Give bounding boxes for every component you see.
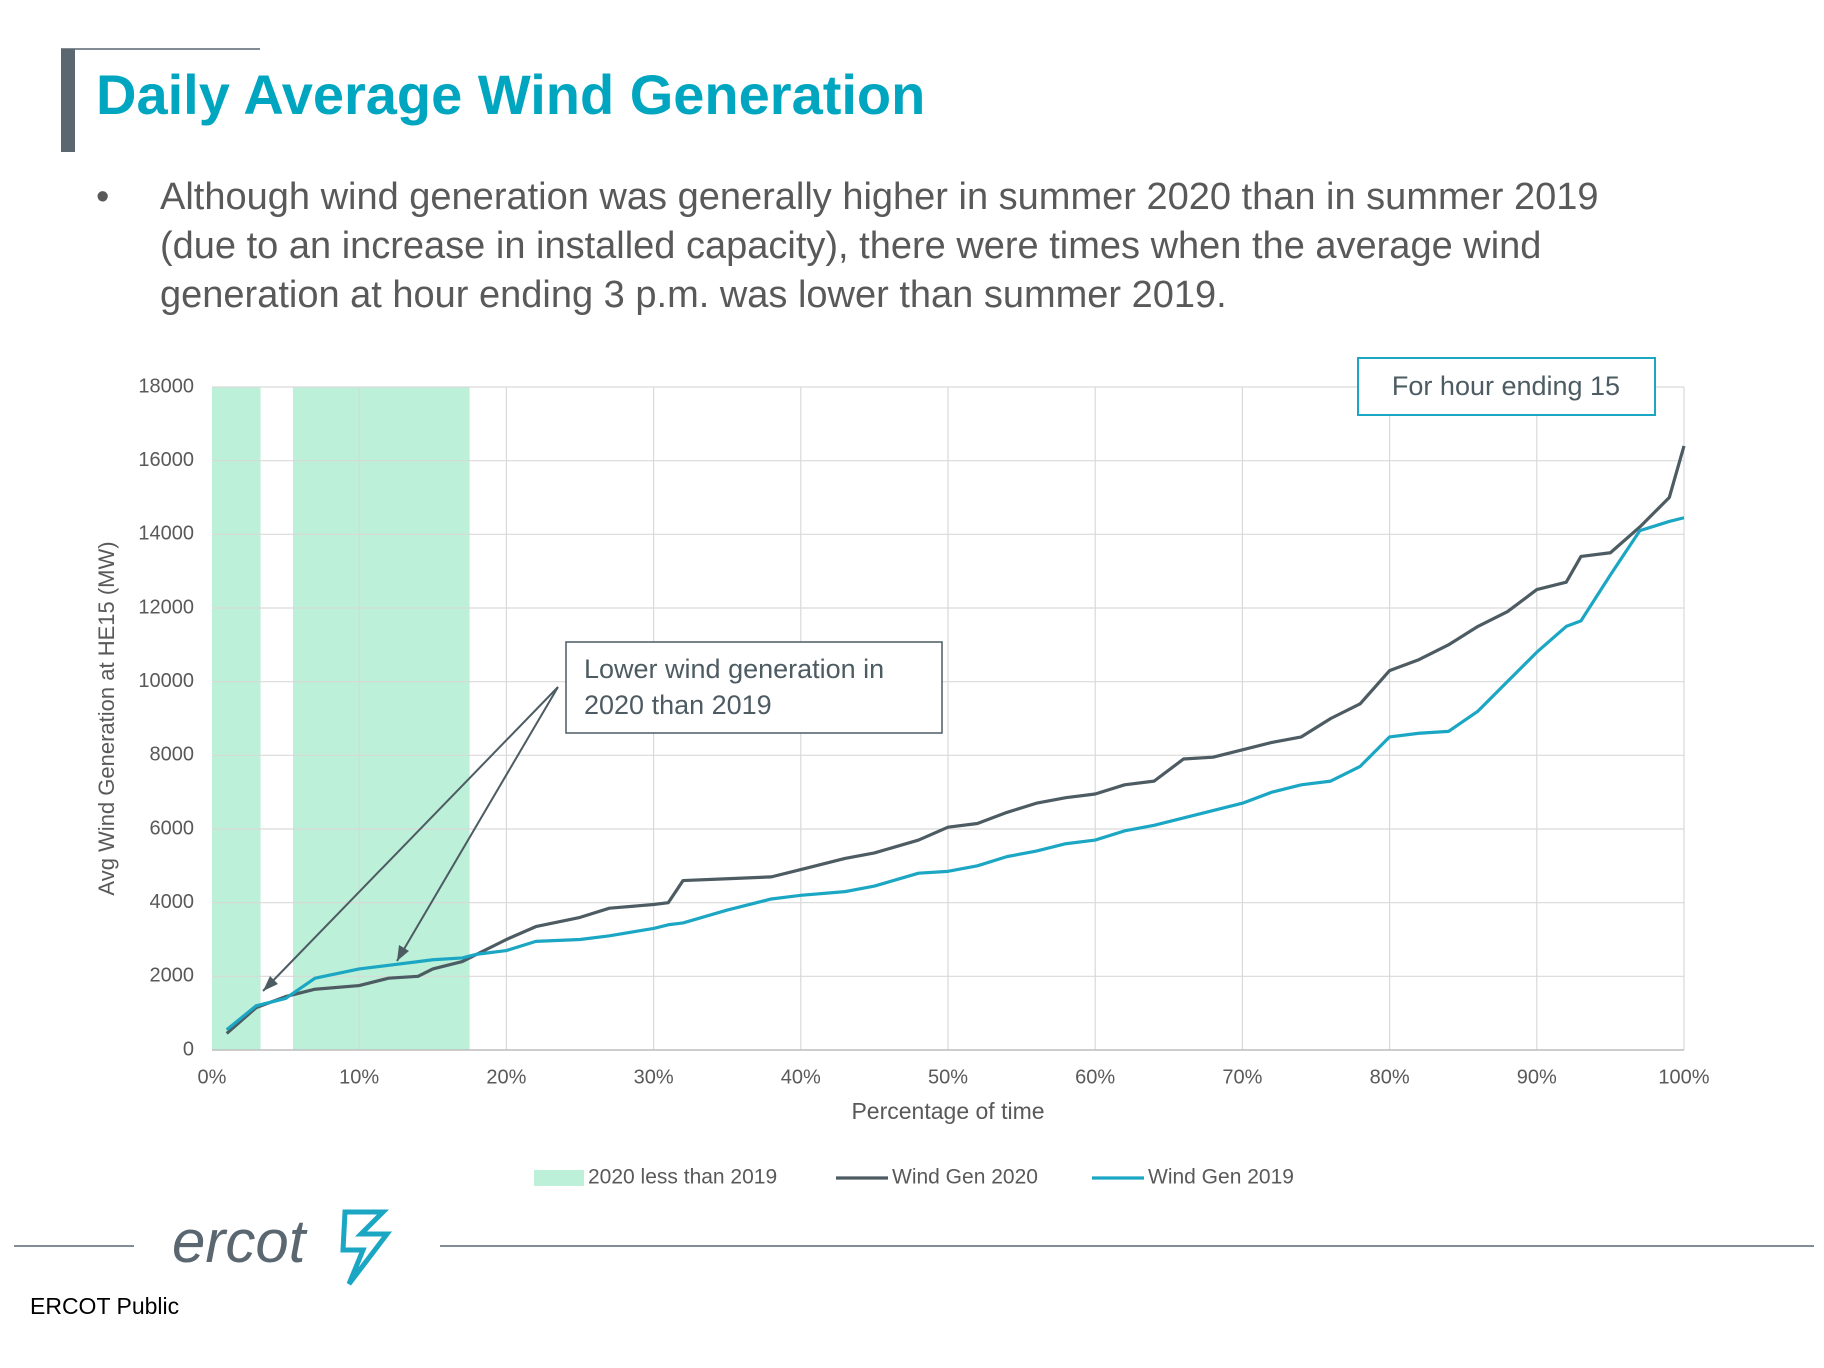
y-tick-label: 6000 — [150, 817, 195, 839]
y-tick-label: 10000 — [138, 670, 194, 692]
series-line — [225, 516, 1685, 1031]
x-tick-label: 80% — [1370, 1066, 1410, 1088]
footer-label: ERCOT Public — [30, 1293, 179, 1319]
arrow-head — [263, 976, 278, 991]
x-axis-title: Percentage of time — [851, 1098, 1044, 1124]
legend-label: Wind Gen 2020 — [892, 1166, 1038, 1189]
bullet-dot: • — [96, 176, 109, 218]
y-tick-label: 4000 — [150, 891, 195, 913]
callout-text: 2020 than 2019 — [584, 690, 772, 720]
series-line — [225, 445, 1686, 1035]
legend-label: Wind Gen 2019 — [1148, 1166, 1294, 1189]
x-tick-label: 90% — [1517, 1066, 1557, 1088]
y-tick-label: 14000 — [138, 523, 194, 545]
x-tick-label: 0% — [198, 1066, 227, 1088]
logo: ercot — [172, 1208, 308, 1275]
legend-label: 2020 less than 2019 — [588, 1166, 777, 1189]
y-tick-label: 12000 — [138, 596, 194, 618]
bullet-line: Although wind generation was generally h… — [160, 176, 1599, 218]
x-tick-label: 100% — [1658, 1066, 1709, 1088]
title-bar — [61, 49, 75, 152]
arrow — [262, 686, 559, 992]
callout-box — [565, 641, 943, 734]
y-tick-label: 8000 — [150, 744, 195, 766]
x-tick-label: 30% — [634, 1066, 674, 1088]
shaded-region — [292, 387, 470, 1050]
bullet-line: (due to an increase in installed capacit… — [160, 225, 1541, 267]
bullet-line: generation at hour ending 3 p.m. was low… — [160, 274, 1227, 316]
note-text: For hour ending 15 — [1392, 371, 1620, 401]
bullet-text: Although wind generation was generally h… — [160, 176, 1599, 316]
x-tick-label: 60% — [1075, 1066, 1115, 1088]
x-tick-label: 50% — [928, 1066, 968, 1088]
arrow — [396, 686, 559, 962]
callout-text: Lower wind generation in — [584, 654, 884, 684]
y-tick-label: 0 — [183, 1038, 194, 1060]
x-tick-label: 40% — [781, 1066, 821, 1088]
note-box — [1357, 357, 1656, 416]
y-axis-title: Avg Wind Generation at HE15 (MW) — [94, 541, 119, 895]
shaded-region — [212, 387, 261, 1050]
y-tick-label: 2000 — [150, 965, 195, 987]
logo-mark — [340, 1209, 393, 1286]
x-tick-label: 70% — [1222, 1066, 1262, 1088]
arrow-head — [397, 945, 409, 961]
x-tick-label: 20% — [486, 1066, 526, 1088]
title: Daily Average Wind Generation — [96, 63, 925, 126]
x-tick-label: 10% — [339, 1066, 379, 1088]
y-tick-label: 16000 — [138, 449, 194, 471]
legend-swatch — [534, 1170, 584, 1186]
y-tick-label: 18000 — [138, 375, 194, 397]
chart: 0 2000 4000 6000 8000 10000 12000 14000 16000 180… — [94, 357, 1710, 1189]
